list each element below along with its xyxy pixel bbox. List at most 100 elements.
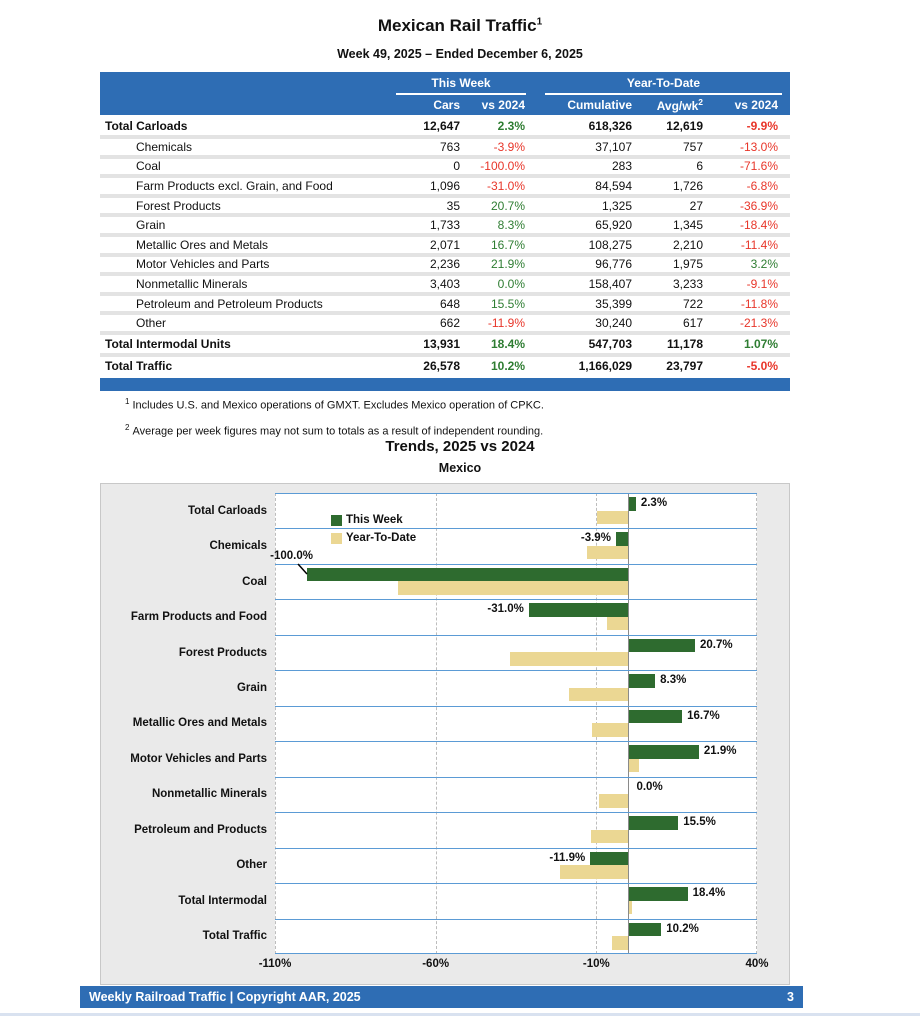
category-label: Total Carloads	[187, 504, 267, 517]
table-row: Metallic Ores and Metals 2,071 16.7% 108,27…	[100, 236, 790, 253]
row-label: Petroleum and Petroleum Products	[136, 296, 323, 311]
avg-wk-cell: 2,210	[672, 237, 703, 252]
band-separator-line	[275, 705, 757, 707]
year-to-date-bar	[628, 758, 639, 773]
footer-bar: Weekly Railroad Traffic | Copyright AAR,…	[80, 986, 803, 1008]
legend-item-year-to-date: Year-To-Date	[331, 529, 416, 547]
cumulative-cell: 37,107	[595, 139, 632, 154]
cars-cell: 662	[439, 316, 460, 331]
avg-wk-cell: 23,797	[666, 358, 703, 373]
cars-cell: 763	[439, 139, 460, 154]
ytd-pct-cell: -21.3%	[739, 316, 778, 331]
table-row: Motor Vehicles and Parts 2,236 21.9% 96,776…	[100, 256, 790, 273]
band-separator-line	[275, 847, 757, 849]
row-label: Forest Products	[136, 198, 221, 213]
category-label: Forest Products	[178, 646, 267, 659]
this-week-bar	[628, 638, 695, 653]
group-header-this-week: This Week	[431, 76, 491, 90]
ytd-pct-cell: -71.6%	[739, 159, 778, 174]
cumulative-cell: 283	[611, 159, 632, 174]
cars-cell: 3,403	[429, 276, 460, 291]
cumulative-cell: 108,275	[588, 237, 632, 252]
bar-value-label: 21.9%	[703, 745, 737, 758]
avg-wk-cell: 1,345	[672, 218, 703, 233]
avg-wk-cell: 6	[696, 159, 703, 174]
year-to-date-bar	[628, 900, 632, 915]
this-week-bar	[628, 922, 662, 937]
bar-value-label: 2.3%	[640, 497, 668, 509]
x-axis-labels: -110% -60% -10% 40%	[101, 958, 789, 974]
cumulative-cell: 158,407	[588, 276, 632, 291]
row-separator	[100, 154, 790, 159]
table-group-header-row: This Week Year-To-Date	[100, 72, 790, 95]
this-week-bar	[628, 674, 656, 688]
traffic-table: This Week Year-To-Date Cars vs 2024 Cumu…	[100, 72, 790, 391]
year-to-date-bar	[606, 616, 629, 631]
cars-cell: 648	[439, 296, 460, 311]
ytd-pct-cell: -36.9%	[739, 198, 778, 213]
cars-cell: 2,071	[429, 237, 460, 252]
this-week-bar	[528, 603, 629, 617]
year-to-date-bar	[586, 545, 629, 560]
gridline	[275, 493, 276, 954]
row-separator	[100, 272, 790, 277]
band-separator-line	[275, 812, 757, 814]
band-separator-line	[275, 883, 757, 885]
row-label: Total Intermodal Units	[105, 336, 231, 351]
cumulative-cell: 84,594	[595, 178, 632, 193]
legend-item-this-week: This Week	[331, 511, 416, 529]
table-row: Petroleum and Petroleum Products 648 15.5%…	[100, 295, 790, 312]
band-separator-line	[275, 741, 757, 743]
band-separator-line	[275, 599, 757, 601]
cars-cell: 26,578	[423, 358, 460, 373]
band-separator-line	[275, 918, 757, 920]
ytd-pct-cell: -11.8%	[740, 296, 778, 311]
category-label: Farm Products and Food	[130, 611, 267, 624]
chart-subtitle: Mexico	[438, 461, 482, 475]
this-week-bar	[615, 532, 629, 546]
zero-axis-line	[627, 493, 629, 954]
avg-wk-cell: 1,975	[672, 257, 703, 272]
row-label: Coal	[136, 159, 161, 174]
row-separator	[100, 311, 790, 316]
bar-value-label: 0.0%	[636, 780, 663, 793]
category-label: Grain	[236, 682, 267, 695]
gridline	[435, 493, 437, 954]
table-row: Total Traffic 26,578 10.2% 1,166,029 23,797 -…	[100, 356, 790, 375]
table-row: Other 662 -11.9% 30,240 617 -21.3%	[100, 315, 790, 331]
page-title: Mexican Rail Traffic1	[0, 16, 920, 36]
bar-value-label: -31.0%	[487, 603, 524, 616]
category-label: Other	[236, 859, 267, 872]
table-bottom-bar	[100, 377, 790, 391]
bar-value-label: -3.9%	[580, 532, 611, 545]
cumulative-cell: 35,399	[595, 296, 632, 311]
year-to-date-bar	[569, 687, 629, 702]
this-week-bar	[628, 745, 699, 759]
row-separator	[100, 330, 790, 335]
ytd-pct-cell: -9.9%	[746, 119, 778, 133]
category-label: Total Traffic	[202, 930, 267, 943]
bar-value-label: 16.7%	[687, 709, 720, 722]
week-pct-cell: 0.0%	[497, 276, 525, 291]
cumulative-cell: 30,240	[595, 316, 632, 331]
cumulative-cell: 1,166,029	[578, 358, 632, 373]
category-label: Coal	[242, 575, 267, 588]
cars-cell: 1,096	[429, 178, 460, 193]
table-row: Coal 0 -100.0% 283 6 -71.6%	[100, 158, 790, 175]
avg-wk-cell: 1,726	[672, 178, 703, 193]
chart-plot: 2.3% -3.9% -31.0% 20.7% 8.3% 16.7% 21.9% 0.0% 15…	[275, 493, 757, 954]
cumulative-cell: 618,326	[588, 119, 632, 133]
trends-chart: Total Carloads Chemicals Coal Farm Products…	[100, 483, 790, 985]
bar-value-label: -11.9%	[549, 851, 586, 864]
bar-value-label: 18.4%	[692, 887, 726, 900]
footnote-1: 1 Includes U.S. and Mexico operations of …	[125, 397, 544, 412]
chart-legend: This Week Year-To-Date	[331, 511, 416, 547]
year-to-date-bar	[599, 794, 629, 808]
cars-cell: 2,236	[429, 257, 460, 272]
group-header-year-to-date: Year-To-Date	[626, 76, 701, 90]
table-row: Chemicals 763 -3.9% 37,107 757 -13.0%	[100, 139, 790, 155]
page-title-text: Mexican Rail Traffic	[377, 16, 537, 35]
table-row: Nonmetallic Minerals 3,403 0.0% 158,407 3,23…	[100, 276, 790, 292]
row-label: Farm Products excl. Grain, and Food	[136, 178, 333, 193]
avg-wk-cell: 617	[682, 316, 703, 331]
